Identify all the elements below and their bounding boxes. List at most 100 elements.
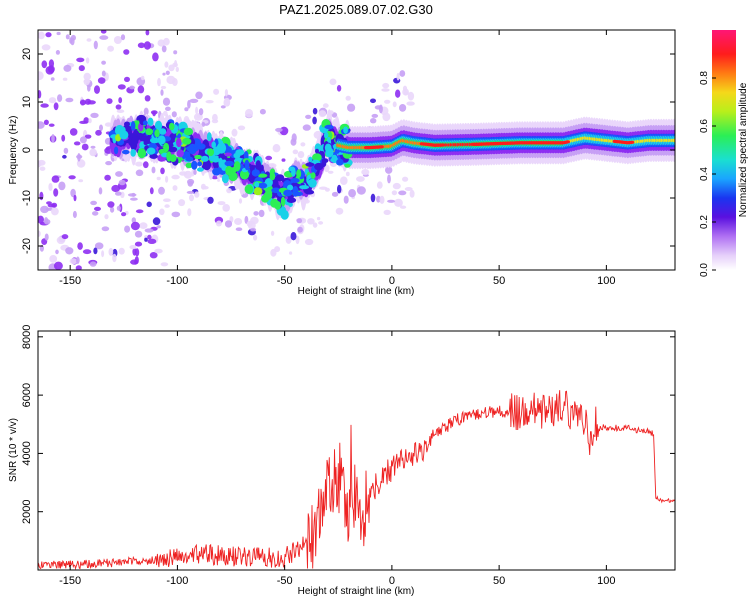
spectrogram-xlabel: Height of straight line (km): [298, 286, 415, 297]
spectrogram-cell: [400, 205, 407, 209]
spectrogram-cell: [85, 57, 90, 64]
spectrogram-cell: [440, 143, 445, 147]
spectrogram-cell: [280, 196, 286, 207]
spectrogram-cell: [629, 140, 635, 144]
spectrogram-cell: [53, 188, 59, 197]
spectrogram-cell: [565, 140, 570, 144]
spectrogram-cell: [94, 206, 101, 211]
spectrogram-cell: [157, 135, 166, 145]
spectrogram-cell: [182, 137, 192, 145]
spectrogram-cell: [335, 207, 344, 215]
spectrogram-cell: [51, 202, 58, 208]
spectrogram-cell: [50, 77, 55, 81]
spectrogram-cell: [187, 180, 193, 187]
spectrogram-cell: [187, 208, 192, 217]
spectrogram-cell: [137, 85, 145, 94]
spectrogram-cell: [224, 220, 233, 228]
spectrogram-cell: [48, 123, 55, 127]
spectrogram-cell: [40, 205, 49, 214]
spectrogram-cell: [135, 169, 144, 177]
spectrogram-cell: [156, 176, 161, 181]
spectrogram-cell: [48, 183, 53, 191]
x-tick-label: -50: [277, 275, 293, 287]
spectrogram-cell: [312, 153, 322, 162]
snr-ticks: -150 -100 -50 0 50 100 2000 4000 6000 8000: [21, 325, 675, 587]
spectrogram-cell: [39, 166, 46, 171]
spectrogram-cell: [162, 72, 166, 76]
spectrogram-cell: [315, 148, 319, 154]
spectrogram-cell: [288, 202, 293, 208]
spectrogram-cell: [154, 129, 160, 138]
spectrogram-cell: [300, 142, 306, 147]
spectrogram-cell: [65, 97, 74, 103]
spectrogram-cell: [370, 193, 376, 203]
spectrogram-cell: [90, 112, 99, 118]
spectrogram-cell: [244, 159, 250, 171]
spectrogram-cell: [149, 153, 158, 159]
spectrogram-cell: [265, 155, 273, 161]
spectrogram-cell: [83, 72, 91, 81]
spectrogram-cell: [141, 135, 151, 142]
y-tick-label: 2000: [21, 499, 33, 523]
spectrogram-cell: [87, 100, 96, 105]
spectrogram-cell: [225, 165, 233, 176]
spectrogram-cell: [344, 163, 351, 168]
spectrogram-cell: [165, 175, 169, 183]
spectrogram-cell: [152, 52, 159, 62]
spectrogram-cell: [223, 97, 231, 107]
y-tick-label: 4000: [21, 441, 33, 465]
spectrogram-cell: [336, 158, 344, 166]
x-tick-label: -100: [166, 575, 188, 587]
spectrogram-cell: [70, 37, 75, 46]
spectrogram-cell: [159, 128, 167, 135]
spectrogram-cell: [183, 170, 193, 179]
spectrogram-cell: [336, 85, 342, 92]
y-tick-label: 10: [21, 96, 33, 108]
spectrogram-cell: [157, 39, 165, 47]
spectrogram-cell: [285, 236, 292, 244]
spectrogram-cell: [356, 176, 365, 182]
spectrogram-cell: [187, 100, 191, 109]
spectrogram-cell: [251, 169, 260, 177]
spectrogram-cell: [104, 174, 111, 181]
spectrogram-cell: [115, 191, 122, 196]
spectrogram-cell: [383, 209, 391, 215]
x-tick-label: -150: [59, 575, 81, 587]
spectrogram-cell: [194, 154, 203, 160]
spectrogram-cell: [213, 88, 220, 95]
spectrogram-cell: [201, 121, 206, 127]
spectrogram-cell: [92, 211, 99, 216]
spectrogram-cell: [38, 160, 42, 168]
x-tick-label: 100: [597, 575, 615, 587]
spectrogram-cell: [157, 77, 161, 87]
spectrogram-cell: [131, 192, 136, 197]
spectrogram-cell: [305, 114, 312, 119]
spectrogram-cell: [98, 187, 103, 195]
spectrogram-cell: [130, 149, 136, 157]
x-tick-label: -50: [277, 575, 293, 587]
spectrogram-cell: [235, 149, 245, 156]
spectrogram-cell: [128, 139, 139, 145]
spectrogram-cell: [327, 170, 334, 174]
spectrogram-cell: [49, 255, 58, 263]
spectrogram-cell: [48, 97, 57, 104]
spectrogram-cell: [56, 31, 61, 36]
spectrogram-cell: [247, 221, 256, 230]
spectrogram-cell: [378, 104, 383, 114]
spectrogram-cell: [61, 234, 69, 240]
spectrogram-cell: [123, 49, 130, 55]
spectrogram-cell: [134, 241, 143, 247]
spectrogram-cell: [176, 149, 184, 158]
spectrogram-cell: [296, 169, 302, 179]
spectrogram-cell: [144, 228, 154, 233]
spectrogram-cell: [409, 189, 415, 198]
spectrogram-cell: [62, 154, 67, 159]
spectrogram-cell: [69, 128, 78, 136]
spectrogram-cell: [147, 238, 157, 244]
spectrogram-cell: [135, 209, 144, 214]
spectrogram-cell: [217, 178, 221, 182]
spectrogram-cell: [158, 186, 165, 195]
spectrogram-cell: [290, 232, 297, 241]
spectrogram-cell: [95, 129, 102, 136]
